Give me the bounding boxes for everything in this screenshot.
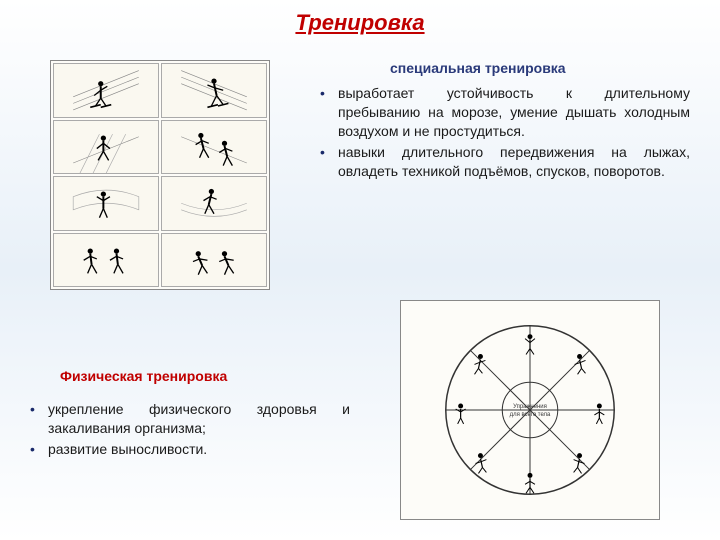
exercise-wheel-diagram: Упражнения для всего тела <box>400 300 660 520</box>
physical-training-heading: Физическая тренировка <box>60 368 227 384</box>
ski-pose-4 <box>161 120 267 175</box>
svg-text:Упражнения: Упражнения <box>513 404 547 410</box>
svg-text:для всего тела: для всего тела <box>510 412 551 418</box>
ski-pose-6 <box>161 176 267 231</box>
bullet-item: укрепление физического здоровья и закали… <box>30 400 350 438</box>
page-title: Тренировка <box>0 0 720 36</box>
ski-pose-8 <box>161 233 267 288</box>
ski-pose-1 <box>53 63 159 118</box>
bullet-item: выработает устойчивость к длительному пр… <box>320 84 690 141</box>
bullet-item: развитие выносливости. <box>30 440 350 459</box>
ski-technique-grid <box>50 60 270 290</box>
special-training-heading: специальная тренировка <box>390 60 566 76</box>
ski-pose-5 <box>53 176 159 231</box>
ski-pose-2 <box>161 63 267 118</box>
special-training-list: выработает устойчивость к длительному пр… <box>320 84 690 182</box>
ski-pose-7 <box>53 233 159 288</box>
bullet-item: навыки длительного передвижения на лыжах… <box>320 143 690 181</box>
physical-training-list: укрепление физического здоровья и закали… <box>30 400 350 461</box>
ski-pose-3 <box>53 120 159 175</box>
